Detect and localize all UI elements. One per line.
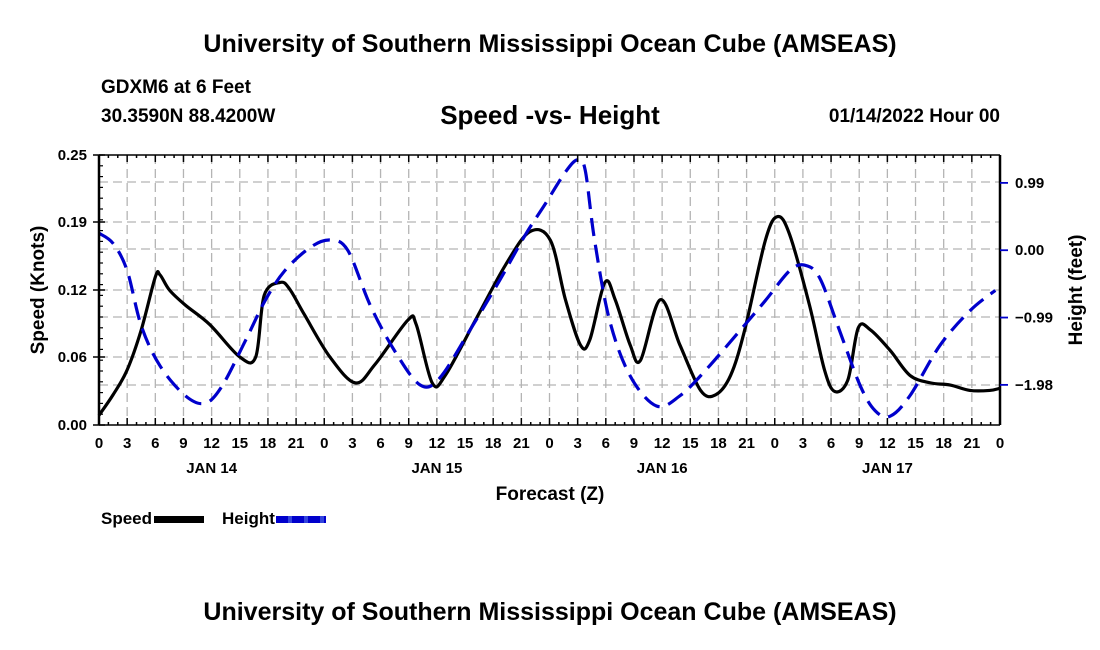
day-label: JAN 16 bbox=[637, 460, 688, 477]
x-tick-label: 6 bbox=[827, 435, 835, 452]
y2-axis-title: Height (feet) bbox=[1066, 235, 1087, 346]
x-tick-label: 12 bbox=[429, 435, 446, 452]
x-tick-label: 3 bbox=[123, 435, 131, 452]
series-group bbox=[97, 157, 1001, 419]
day-label: JAN 17 bbox=[862, 460, 913, 477]
grid bbox=[99, 155, 1000, 425]
x-tick-label: 21 bbox=[964, 435, 981, 452]
x-tick-label: 9 bbox=[405, 435, 413, 452]
y-axis-title: Speed (Knots) bbox=[28, 226, 49, 355]
x-tick-label: 15 bbox=[231, 435, 248, 452]
x-tick-label: 3 bbox=[799, 435, 807, 452]
y2-tick-label: −0.99 bbox=[1015, 310, 1053, 327]
x-tick-label: 9 bbox=[630, 435, 638, 452]
x-tick-label: 18 bbox=[935, 435, 952, 452]
x-tick-label: 0 bbox=[95, 435, 103, 452]
station-label: GDXM6 at 6 Feet bbox=[101, 77, 251, 98]
x-tick-label: 6 bbox=[151, 435, 159, 452]
legend-height-label: Height bbox=[222, 509, 275, 528]
day-label: JAN 15 bbox=[411, 460, 462, 477]
x-tick-label: 18 bbox=[485, 435, 502, 452]
x-tick-label: 0 bbox=[320, 435, 328, 452]
y-tick-label: 0.25 bbox=[58, 147, 87, 164]
x-tick-label: 3 bbox=[348, 435, 356, 452]
x-tick-label: 18 bbox=[710, 435, 727, 452]
x-tick-label: 12 bbox=[879, 435, 896, 452]
y-tick-label: 0.00 bbox=[58, 417, 87, 434]
series-line-height bbox=[98, 157, 997, 419]
tick-labels: 0 3 6 9 12 15 18 21 0 3 6 9 12 15 18 21 0 3 6 9 12 15 18 21 0 3 6 9… bbox=[58, 147, 1053, 477]
legend: Speed Height bbox=[101, 509, 326, 529]
legend-speed-swatch bbox=[154, 515, 205, 523]
x-tick-label: 15 bbox=[907, 435, 924, 452]
x-tick-label: 18 bbox=[260, 435, 277, 452]
axes bbox=[93, 154, 1008, 426]
x-tick-label: 9 bbox=[855, 435, 863, 452]
legend-height-swatch bbox=[275, 515, 326, 523]
x-tick-label: 9 bbox=[179, 435, 187, 452]
y-tick-label: 0.12 bbox=[58, 282, 87, 299]
chart-title: University of Southern Mississippi Ocean… bbox=[203, 30, 897, 58]
x-axis-title: Forecast (Z) bbox=[496, 484, 605, 505]
y-tick-label: 0.19 bbox=[58, 214, 87, 231]
x-tick-label: 12 bbox=[203, 435, 220, 452]
x-tick-label: 6 bbox=[376, 435, 384, 452]
x-tick-label: 0 bbox=[771, 435, 779, 452]
coordinates-label: 30.3590N 88.4200W bbox=[101, 106, 276, 127]
y2-tick-label: 0.99 bbox=[1015, 175, 1044, 192]
x-tick-label: 0 bbox=[996, 435, 1004, 452]
x-tick-label: 21 bbox=[738, 435, 755, 452]
x-tick-label: 3 bbox=[573, 435, 581, 452]
legend-speed-label: Speed bbox=[101, 509, 153, 528]
x-tick-label: 21 bbox=[288, 435, 305, 452]
y2-tick-label: 0.00 bbox=[1015, 242, 1044, 259]
chart-subtitle: Speed -vs- Height bbox=[440, 100, 660, 130]
x-tick-label: 6 bbox=[602, 435, 610, 452]
y2-tick-label: −1.98 bbox=[1015, 377, 1053, 394]
series-line-speed bbox=[97, 214, 1001, 417]
day-label: JAN 14 bbox=[186, 460, 238, 477]
x-tick-label: 15 bbox=[682, 435, 699, 452]
x-tick-label: 0 bbox=[545, 435, 553, 452]
y-tick-label: 0.06 bbox=[58, 349, 87, 366]
x-tick-label: 12 bbox=[654, 435, 671, 452]
x-tick-label: 15 bbox=[457, 435, 474, 452]
x-tick-label: 21 bbox=[513, 435, 530, 452]
forecast-datetime: 01/14/2022 Hour 00 bbox=[828, 106, 1000, 127]
footer-title: University of Southern Mississippi Ocean… bbox=[203, 598, 897, 626]
